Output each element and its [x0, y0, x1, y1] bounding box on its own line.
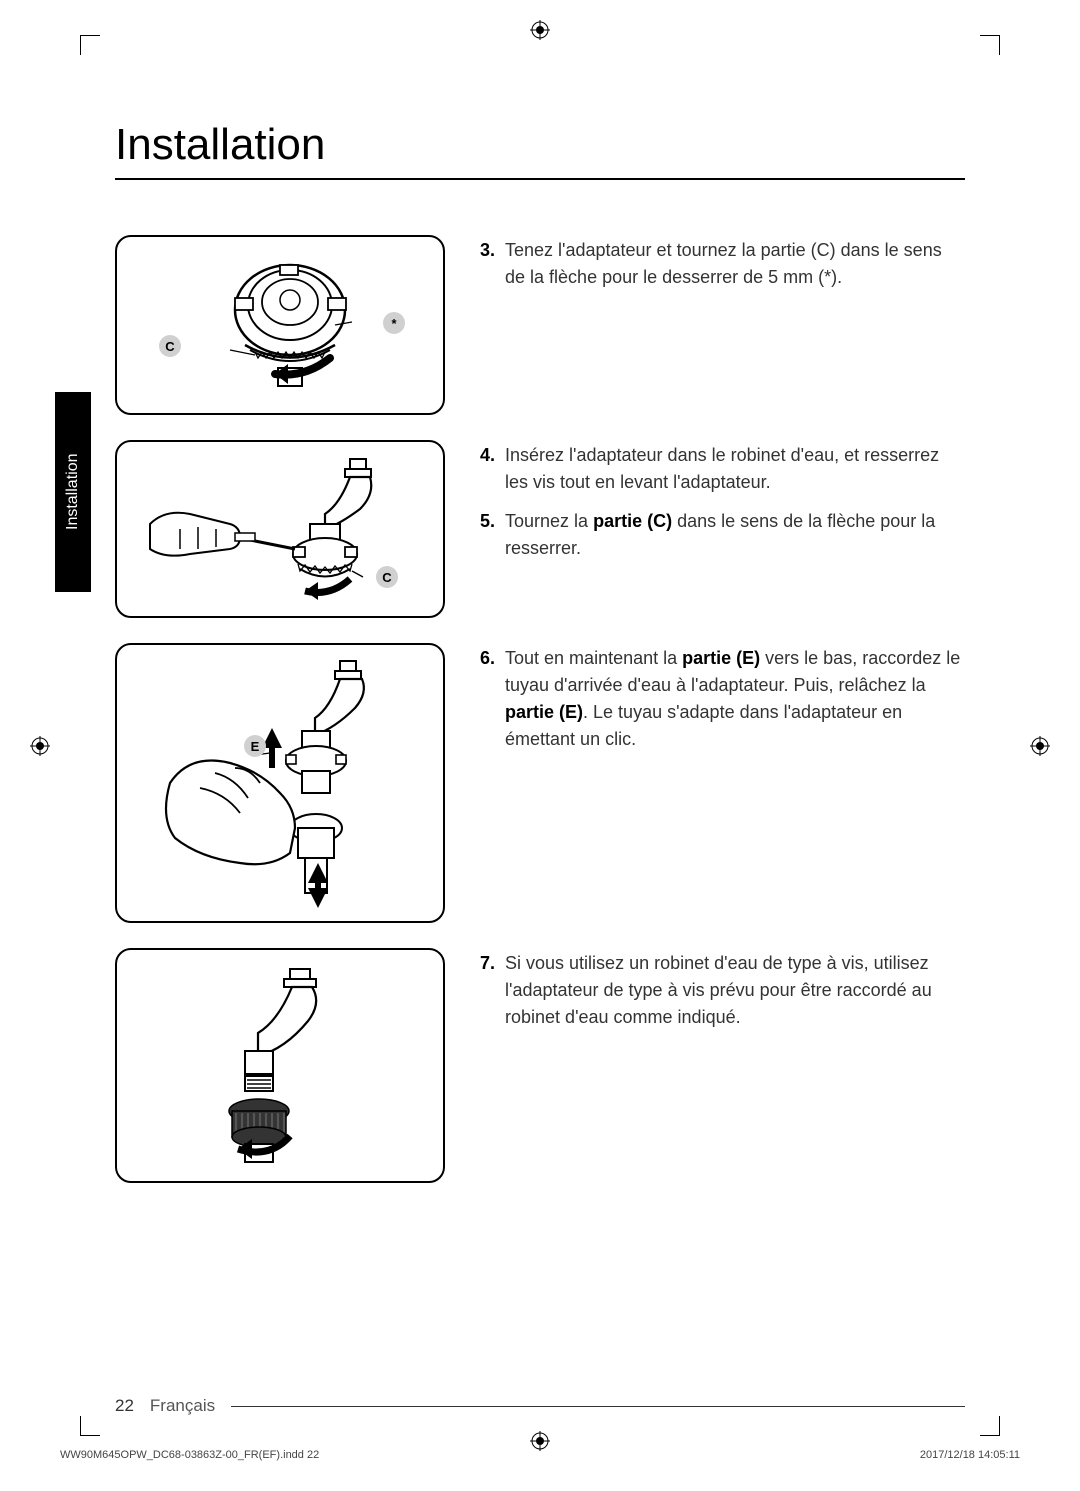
corner-mark: [80, 35, 100, 55]
print-metadata: WW90M645OPW_DC68-03863Z-00_FR(EF).indd 2…: [60, 1449, 1020, 1461]
step-number: 5.: [480, 508, 495, 562]
crop-mark-right: [1030, 736, 1050, 756]
step-row-3: C * 3. Tenez l'adaptateur et tournez la …: [115, 235, 965, 415]
callout-c: C: [159, 335, 181, 357]
step-text-3: 3. Tenez l'adaptateur et tournez la part…: [480, 235, 965, 303]
figure-step-6: E: [115, 643, 445, 923]
step-row-6: E 6. Tout en maintenant la partie (E) ve…: [115, 643, 965, 923]
steps-container: C * 3. Tenez l'adaptateur et tournez la …: [115, 235, 965, 1183]
corner-mark: [80, 1416, 100, 1436]
step-body: Si vous utilisez un robinet d'eau de typ…: [505, 950, 965, 1031]
step-body: Insérez l'adaptateur dans le robinet d'e…: [505, 442, 965, 496]
step-row-7: 7. Si vous utilisez un robinet d'eau de …: [115, 948, 965, 1183]
step-number: 4.: [480, 442, 495, 496]
step-body: Tournez la partie (C) dans le sens de la…: [505, 508, 965, 562]
step-body: Tenez l'adaptateur et tournez la partie …: [505, 237, 965, 291]
print-file: WW90M645OPW_DC68-03863Z-00_FR(EF).indd 2…: [60, 1449, 319, 1461]
footer-rule: [231, 1406, 965, 1407]
crop-mark-left: [30, 736, 50, 756]
step-text-7: 7. Si vous utilisez un robinet d'eau de …: [480, 948, 965, 1043]
step-text-4-5: 4. Insérez l'adaptateur dans le robinet …: [480, 440, 965, 574]
step-row-4: C 4. Insérez l'adaptateur dans le robine…: [115, 440, 965, 618]
side-tab: Installation: [55, 392, 91, 592]
figure-step-7: [115, 948, 445, 1183]
figure-step-3: C *: [115, 235, 445, 415]
page-footer: 22 Français: [115, 1396, 965, 1416]
callout-star: *: [383, 312, 405, 334]
step-body: Tout en maintenant la partie (E) vers le…: [505, 645, 965, 753]
step-number: 7.: [480, 950, 495, 1031]
callout-e: E: [244, 735, 266, 757]
step-text-6: 6. Tout en maintenant la partie (E) vers…: [480, 643, 965, 765]
corner-mark: [980, 1416, 1000, 1436]
corner-mark: [980, 35, 1000, 55]
print-date: 2017/12/18 14:05:11: [920, 1449, 1020, 1461]
page-title: Installation: [115, 120, 965, 180]
step-number: 3.: [480, 237, 495, 291]
callout-c: C: [376, 566, 398, 588]
content-area: Installation: [115, 120, 965, 1391]
language-label: Français: [150, 1396, 215, 1416]
page-number: 22: [115, 1396, 134, 1416]
figure-step-4: C: [115, 440, 445, 618]
step-number: 6.: [480, 645, 495, 753]
